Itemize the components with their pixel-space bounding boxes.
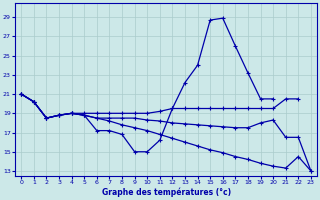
X-axis label: Graphe des températures (°c): Graphe des températures (°c) — [101, 188, 231, 197]
